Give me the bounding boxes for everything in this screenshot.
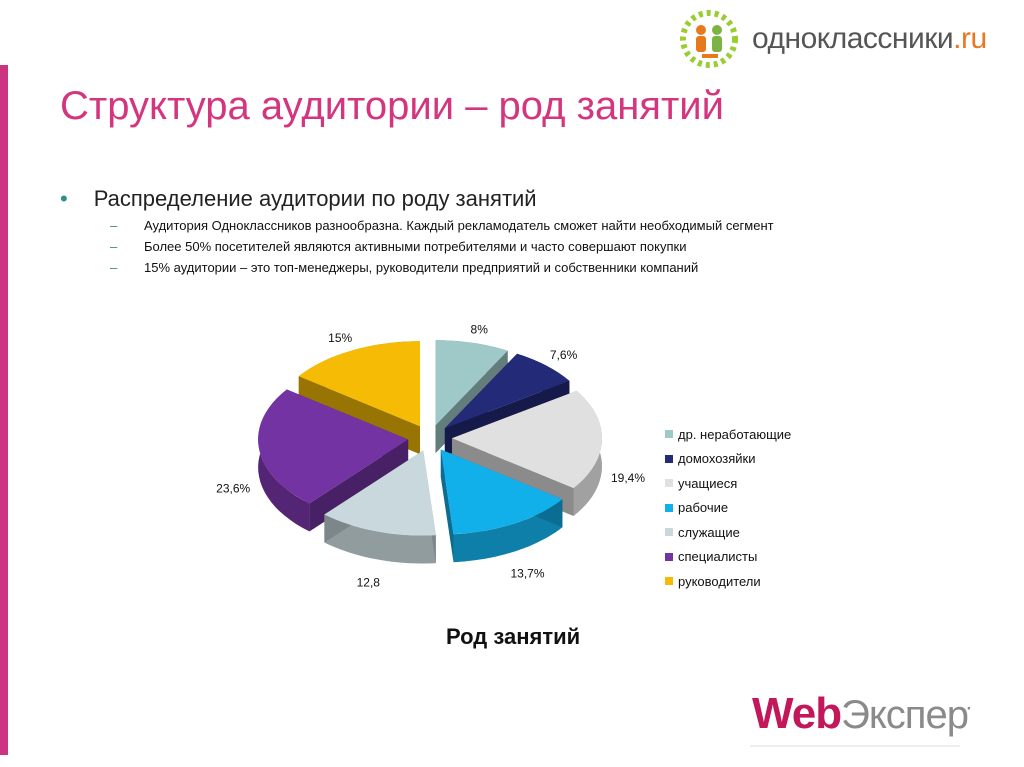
pie-slice-top [440, 449, 563, 535]
legend-item: домохозяйки [665, 447, 791, 472]
pie-slice-top [258, 389, 409, 504]
legend-swatch [665, 430, 673, 439]
sub-bullet-text: 15% аудитории – это топ-менеджеры, руков… [144, 260, 699, 275]
logo-tld-text: .ru [953, 22, 987, 55]
sub-bullet-list: – Аудитория Одноклассников разнообразна. … [110, 218, 774, 281]
pie-slice [440, 449, 563, 563]
pie-slice-top [451, 390, 602, 489]
main-bullet: • Распределение аудитории по роду занятий [60, 186, 537, 212]
pie-slice-side [324, 514, 436, 564]
legend-label: руководители [678, 573, 761, 589]
pie-slice-wall [440, 449, 454, 563]
legend-swatch [665, 454, 673, 463]
legend-item: учащиеся [665, 471, 791, 496]
chart-legend: др. неработающие домохозяйки учащиеся рабоч… [665, 422, 791, 594]
legend-item: др. неработающие [665, 422, 791, 447]
pie-data-label: 12,8 [357, 576, 381, 590]
main-bullet-text: Распределение аудитории по роду занятий [93, 186, 537, 211]
bullet-dot-icon: • [60, 186, 68, 211]
legend-label: домохозяйки [678, 451, 756, 467]
pie-slice-top [435, 340, 508, 426]
legend-label: служащие [678, 524, 740, 540]
chart-title: Род занятий [446, 624, 581, 649]
pie-slice-side [453, 499, 563, 563]
legend-item: рабочие [665, 496, 791, 521]
pie-data-label: 13,7% [510, 567, 544, 581]
legend-label: рабочие [678, 500, 729, 516]
odnoklassniki-logo: одноклассники.ru [672, 10, 987, 68]
legend-swatch [665, 528, 673, 537]
pie-slice-top [298, 341, 421, 427]
sub-bullet: – Более 50% посетителей являются активным… [110, 239, 687, 254]
left-accent-bar [0, 65, 8, 755]
legend-label: учащиеся [678, 475, 738, 491]
legend-label: др. неработающие [678, 426, 792, 442]
webexpert-logo: WebЭксперт [750, 689, 970, 747]
legend-swatch [665, 479, 673, 488]
sub-bullet-text: Более 50% посетителей являются активными… [144, 239, 687, 254]
sub-bullet: – Аудитория Одноклассников разнообразна. … [110, 218, 774, 233]
pie-data-label: 8% [471, 322, 489, 336]
legend-item: служащие [665, 520, 791, 545]
sub-bullet: –15% аудитории – это топ-менеджеры, руко… [110, 260, 699, 275]
pie-data-label: 7,6% [550, 348, 578, 362]
odnoklassniki-emblem-icon [680, 10, 738, 68]
pie-slice-top [444, 353, 570, 429]
legend-swatch [665, 503, 673, 512]
legend-item: специалисты [665, 545, 791, 570]
page-title: Структура аудитории – род занятий [60, 84, 724, 128]
pie-slice [324, 450, 436, 564]
legend-swatch [665, 577, 673, 586]
pie-slice-top [324, 450, 436, 536]
legend-swatch [665, 552, 673, 561]
pie-data-label: 19,4% [611, 471, 645, 485]
legend-item: руководители [665, 569, 791, 594]
pie-data-label: 15% [328, 331, 352, 345]
webexpert-logo-text: WebЭксперт [752, 689, 970, 738]
logo-brand-text: одноклассники [752, 22, 954, 55]
pie-data-label: 23,6% [216, 482, 250, 496]
sub-bullet-text: Аудитория Одноклассников разнообразна. К… [144, 218, 774, 233]
legend-label: специалисты [678, 549, 758, 565]
